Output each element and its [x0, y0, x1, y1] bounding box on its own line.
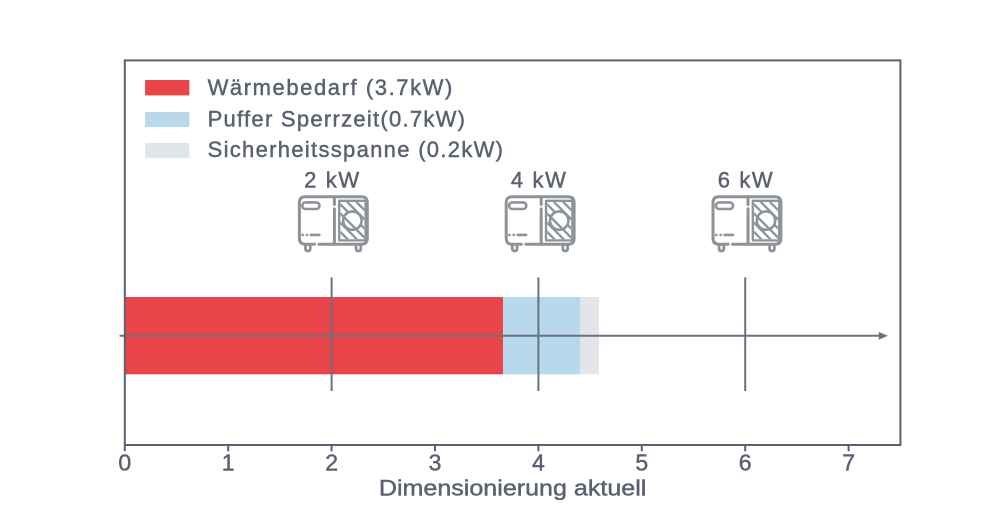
svg-text:5: 5	[635, 450, 648, 476]
svg-text:7: 7	[842, 450, 855, 476]
svg-text:2: 2	[325, 450, 338, 476]
svg-text:Dimensionierung aktuell: Dimensionierung aktuell	[379, 475, 647, 500]
svg-text:1: 1	[222, 450, 235, 476]
svg-text:6: 6	[739, 450, 752, 476]
svg-text:Sicherheitsspanne (0.2kW): Sicherheitsspanne (0.2kW)	[208, 137, 503, 162]
svg-text:Puffer Sperrzeit(0.7kW): Puffer Sperrzeit(0.7kW)	[208, 107, 465, 132]
svg-text:4: 4	[532, 450, 545, 476]
svg-text:3: 3	[429, 450, 442, 476]
svg-text:Wärmebedarf (3.7kW): Wärmebedarf (3.7kW)	[208, 75, 453, 100]
svg-text:4 kW: 4 kW	[511, 167, 566, 192]
svg-text:2 kW: 2 kW	[304, 167, 359, 192]
svg-text:6 kW: 6 kW	[718, 167, 773, 192]
svg-text:0: 0	[118, 450, 131, 476]
